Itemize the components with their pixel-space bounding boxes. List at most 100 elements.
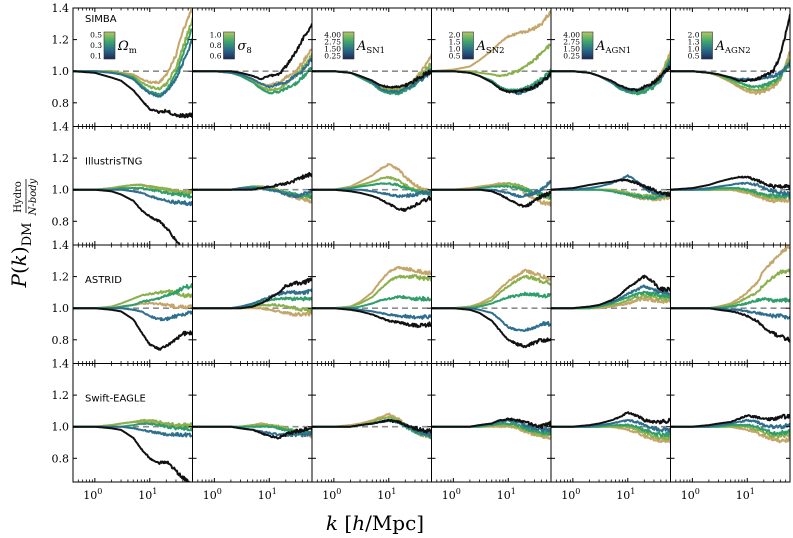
series-group: [73, 283, 193, 351]
series-group: [73, 8, 193, 119]
colorbar-tick-label: 1.50: [324, 45, 341, 54]
y-tick-label: 1.2: [52, 271, 70, 284]
series-line-0: [312, 188, 432, 212]
series-line-0: [73, 425, 191, 482]
colorbar-tick-label: 0.8: [210, 41, 222, 50]
panel-r1-c2: [311, 126, 432, 246]
panel-r1-c3: [431, 126, 552, 246]
x-tick-label: 101: [736, 487, 755, 502]
series-line-0: [670, 413, 790, 428]
colorbar: [223, 31, 235, 60]
colorbar-tick-label: 2.0: [688, 31, 700, 40]
y-tick-label: 1.2: [52, 389, 70, 402]
panel-frame: [311, 7, 432, 127]
colorbar-tick-label: 1.0: [449, 45, 461, 54]
panel-r0-c0: 0.8 1.0 1.2 1.4 SIMBA 0.50.3 0.1 Ωm: [52, 2, 193, 127]
series-group: [192, 277, 312, 317]
colorbar: [342, 31, 355, 60]
colorbar-param-label: ASN2: [476, 39, 505, 56]
y-tick-label: 0.8: [52, 452, 70, 465]
series-line-0: [431, 307, 551, 349]
series-line-0: [670, 175, 790, 191]
series-line-1: [670, 307, 790, 320]
panel-r1-c0: 0.8 1.0 1.2 1.4 IllustrisTNG: [52, 121, 193, 246]
panel-frame: [192, 363, 313, 483]
y-tick-label: 0.8: [52, 334, 70, 347]
series-line-0: [551, 178, 671, 197]
series-group: [431, 180, 551, 208]
colorbar-param-label: AAGN2: [715, 39, 751, 56]
panel-r3-c0: 0.8 1.0 1.2 1.4 100 101 Swift-EAGLE: [52, 358, 193, 502]
panel-r3-c2: 100 101: [311, 363, 432, 502]
y-tick-label: 0.8: [52, 215, 70, 228]
colorbar-tick-label: 0.5: [90, 31, 102, 40]
series-line-0: [312, 418, 432, 434]
series-line-0: [73, 307, 193, 351]
colorbar: [462, 31, 474, 60]
panel-frame: [72, 7, 193, 127]
panel-r1-c1: [192, 126, 313, 246]
colorbar-tick-label: 2.75: [563, 38, 580, 47]
series-group: [670, 14, 790, 96]
series-line-0: [192, 425, 312, 440]
x-axis-label: k [h/Mpc]: [326, 511, 424, 535]
x-tick-label: 100: [681, 487, 700, 502]
panel-frame: [670, 7, 791, 127]
colorbar-tick-label: 2.0: [449, 31, 461, 40]
x-tick-label: 101: [258, 487, 277, 502]
panel-frame: [670, 363, 791, 483]
colorbar-tick-label: 1.50: [563, 45, 580, 54]
series-line-4: [312, 412, 432, 439]
series-group: [192, 422, 312, 440]
series-line-0: [431, 188, 551, 208]
series-line-0: [312, 69, 432, 89]
x-tick-label: 101: [377, 487, 396, 502]
x-tick-label: 100: [442, 487, 461, 502]
colorbar-tick-label: 0.5: [449, 52, 461, 61]
panel-frame: [550, 7, 671, 127]
series-group: [551, 50, 671, 96]
colorbar-tick-label: 4.00: [563, 31, 580, 40]
series-group: [312, 163, 432, 212]
series-group: [551, 274, 671, 310]
x-tick-label: 100: [203, 487, 222, 502]
y-axis-label: P(k)DM Hydro N-body: [7, 178, 39, 288]
panel-r1-c5: [670, 126, 791, 246]
series-line-1: [670, 181, 790, 197]
colorbar-tick-label: 4.00: [324, 31, 341, 40]
panel-r2-c1: [192, 244, 313, 364]
colorbar-param-label: Ωm: [117, 39, 137, 56]
series-line-0: [431, 70, 551, 94]
panel-r0-c4: 4.002.751.500.25 AAGN1: [550, 7, 671, 127]
panel-frame: [192, 7, 313, 127]
series-group: [670, 245, 790, 343]
svg-text:P(k)DM: P(k)DM: [7, 223, 35, 289]
series-group: [431, 10, 551, 96]
svg-text:Hydro: Hydro: [13, 181, 24, 213]
series-group: [312, 265, 432, 329]
series-line-0: [551, 411, 671, 428]
series-group: [192, 23, 312, 95]
panel-r0-c1: 1.00.8 0.6 σ8: [192, 7, 313, 127]
y-tick-label: 1.0: [52, 184, 70, 197]
colorbar-tick-label: 0.25: [324, 52, 341, 61]
y-tick-label: 1.2: [52, 34, 70, 47]
series-line-4: [431, 268, 551, 310]
x-tick-label: 101: [138, 487, 157, 502]
colorbar-tick-label: 0.5: [688, 52, 700, 61]
colorbar-tick-label: 2.75: [324, 38, 341, 47]
y-tick-label: 1.4: [52, 121, 70, 134]
series-line-0: [670, 307, 790, 343]
y-tick-label: 1.2: [52, 152, 70, 165]
row-label: Swift-EAGLE: [85, 394, 146, 405]
x-tick-label: 101: [497, 487, 516, 502]
panel-r0-c5: 2.01.31.00.5 AAGN2: [670, 7, 791, 127]
panel-r3-c1: 100 101: [192, 363, 313, 502]
series-group: [73, 183, 193, 245]
series-line-0: [73, 70, 193, 119]
series-group: [551, 174, 671, 202]
y-tick-label: 1.0: [52, 421, 70, 434]
colorbar-tick-label: 0.25: [563, 52, 580, 61]
y-tick-label: 1.0: [52, 302, 70, 315]
